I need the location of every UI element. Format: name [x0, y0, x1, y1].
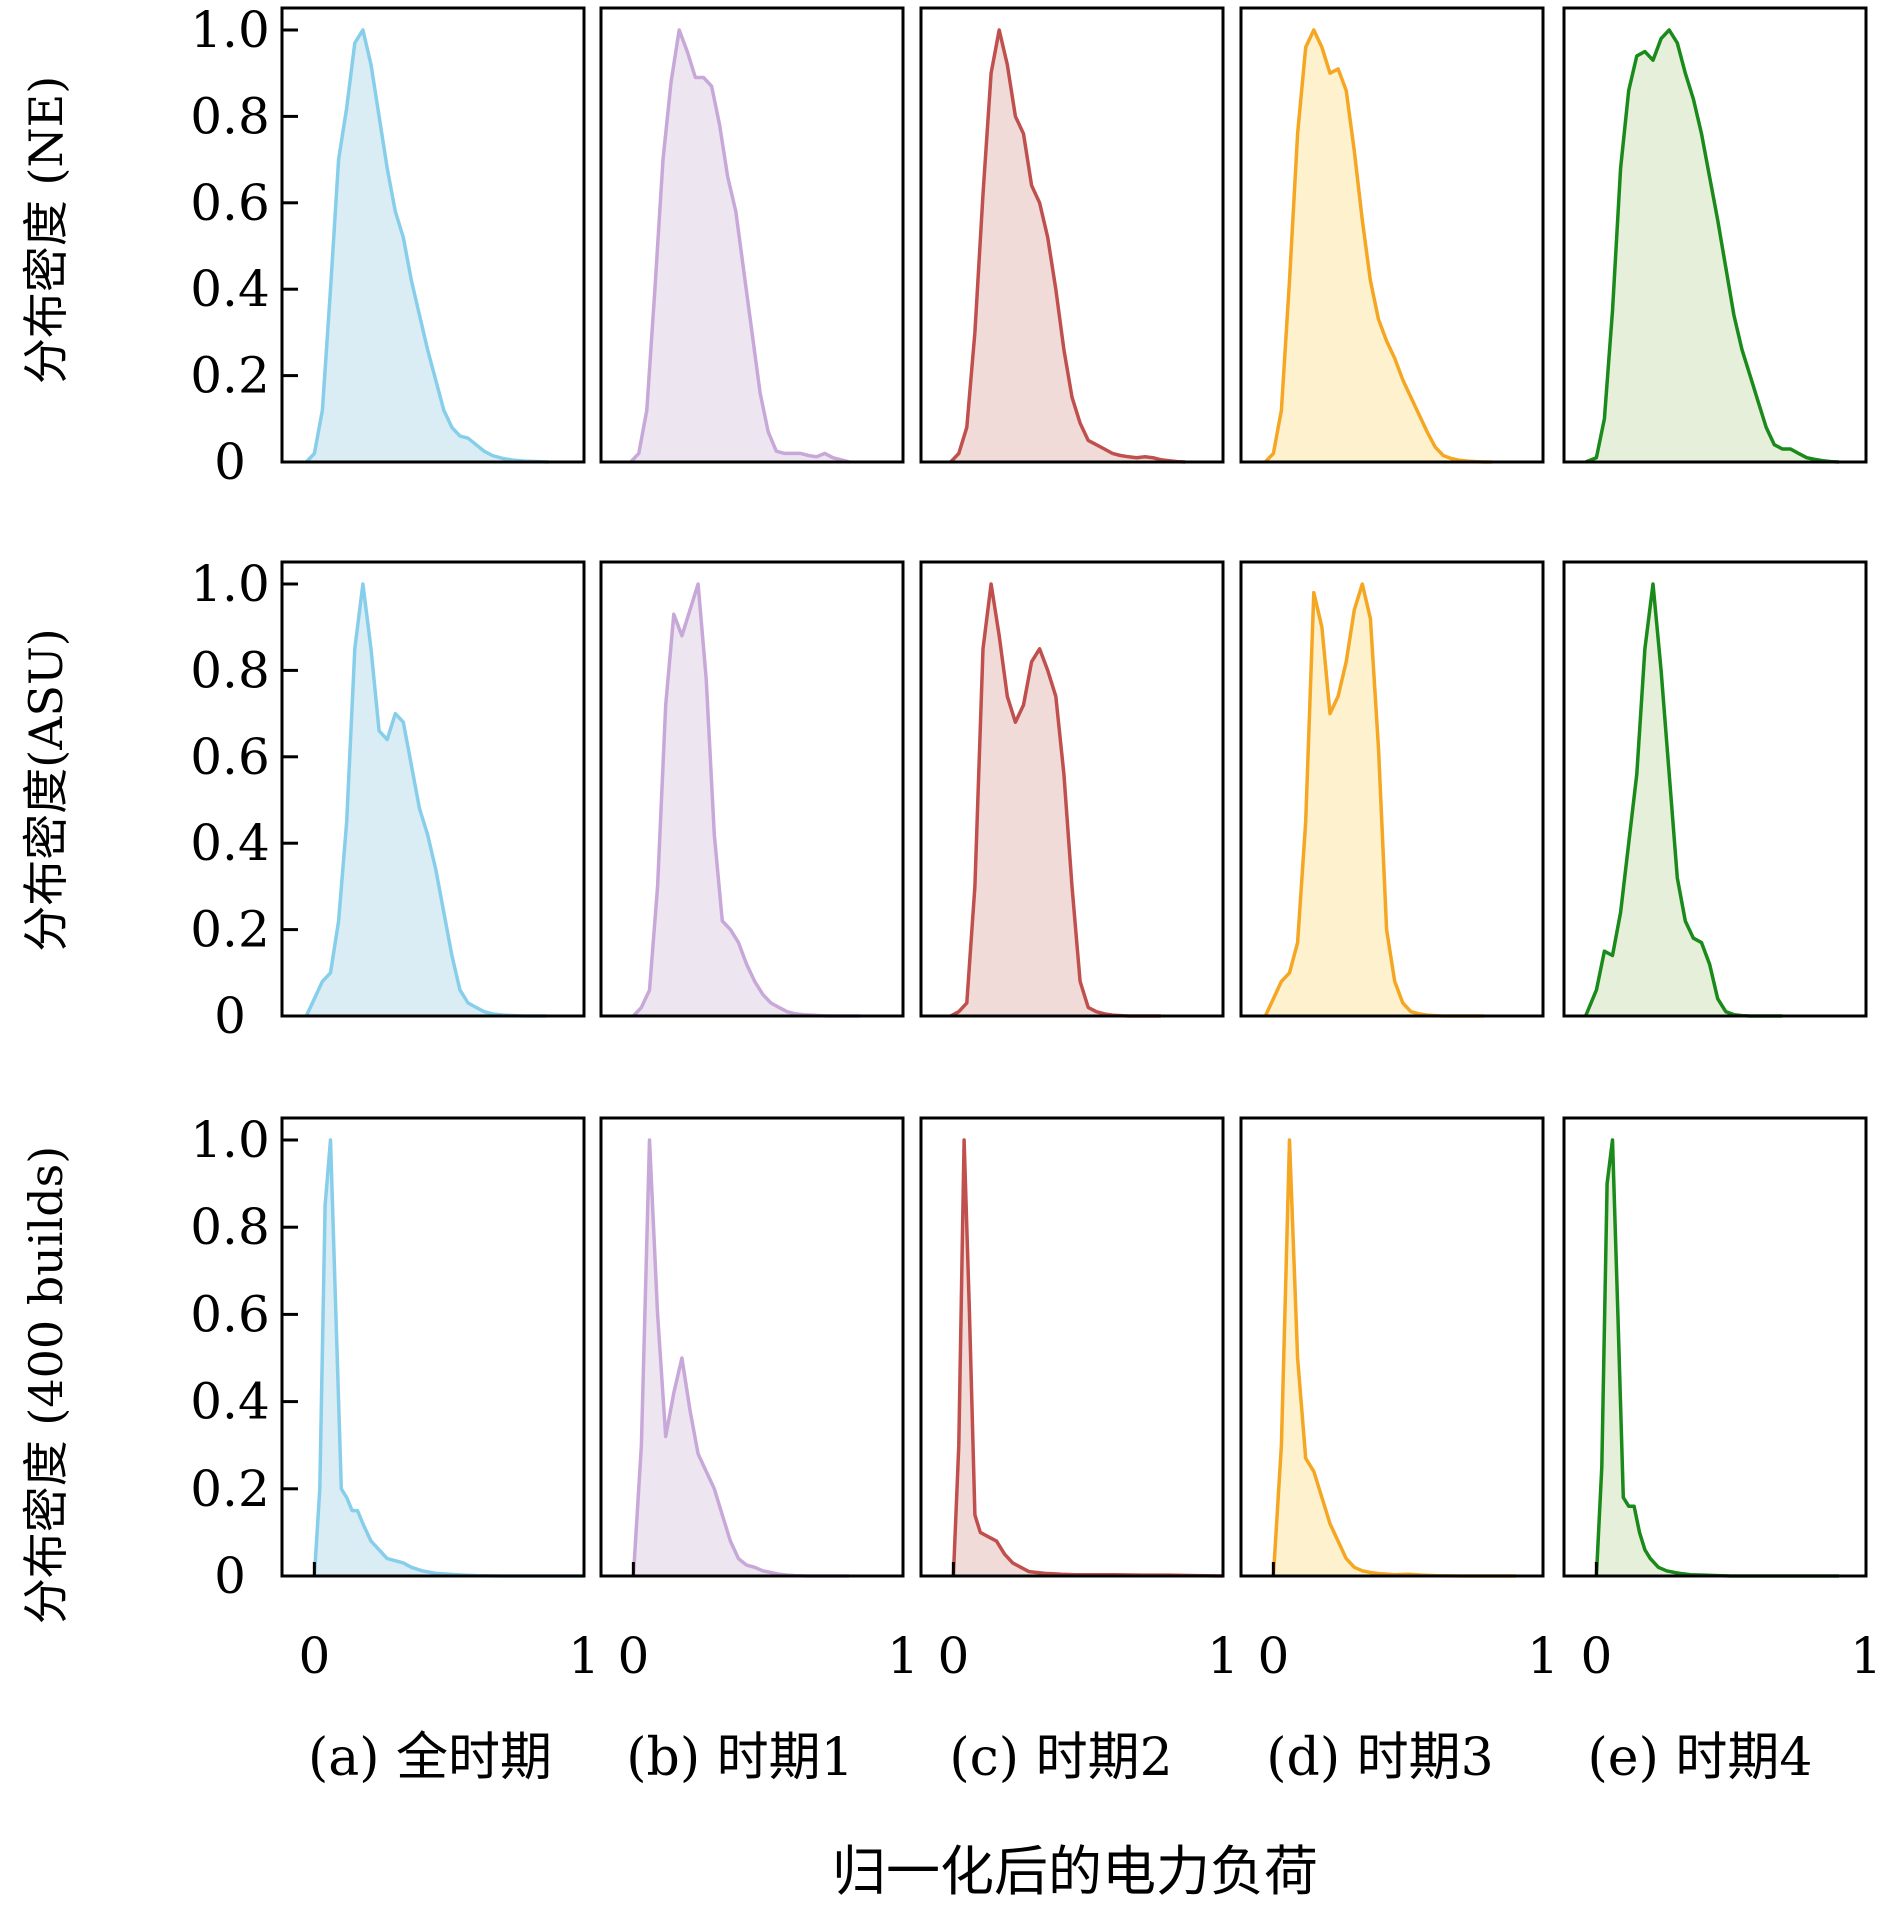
density-fill	[950, 30, 1186, 462]
density-fill	[1265, 30, 1492, 462]
density-fill	[306, 584, 547, 1016]
row-ylabel-asu: 分布密度(ASU)	[19, 628, 73, 951]
row-ylabels: 分布密度 (NE) 分布密度(ASU) 分布密度 (400 builds)	[19, 76, 73, 1624]
y-tick-label: 0.2	[190, 901, 270, 959]
kde-panel-r2-c5	[1562, 560, 1868, 1018]
x-axis-title: 归一化后的电力负荷	[832, 1840, 1318, 1903]
density-fill	[953, 1140, 1223, 1576]
density-line	[629, 28, 850, 464]
panel-frame	[599, 560, 905, 1018]
y-tick-label: 0	[214, 987, 246, 1045]
density-line	[1584, 28, 1840, 464]
density-fill	[633, 1140, 850, 1576]
x-tick-label: 0	[298, 1627, 330, 1685]
kde-panel-r2-c3	[919, 560, 1225, 1018]
x-tick-label: 0	[1257, 1627, 1289, 1685]
panel-frame	[1239, 6, 1545, 464]
panel-frame	[1562, 560, 1868, 1018]
panel-frame	[599, 1116, 905, 1578]
y-tick-label: 0.8	[190, 641, 270, 699]
density-fill	[314, 1140, 584, 1576]
panel-frame	[1562, 1116, 1868, 1578]
x-tick-label: 0	[617, 1627, 649, 1685]
x-tick-label: 1	[568, 1627, 600, 1685]
panel-frame	[919, 560, 1225, 1018]
density-line	[304, 582, 547, 1018]
y-tick-label: 0.4	[190, 814, 270, 872]
y-tick-label: 0.2	[190, 347, 270, 405]
kde-panel-r2-c4	[1239, 560, 1545, 1018]
kde-panel-r1-c3	[919, 6, 1225, 464]
density-fill	[1585, 584, 1783, 1016]
column-label-d: (d) 时期3	[1266, 1728, 1493, 1788]
density-line	[949, 28, 1186, 464]
density-fill	[1585, 30, 1839, 462]
density-fill	[1265, 584, 1484, 1016]
kde-panel-r1-c2	[599, 6, 905, 464]
density-fill	[1596, 1140, 1839, 1576]
density-line	[1264, 28, 1492, 464]
y-tick-label: 1.0	[190, 1, 270, 59]
column-label-c: (c) 时期2	[949, 1728, 1172, 1788]
panel-frame	[599, 6, 905, 464]
y-tick-label: 1.0	[190, 555, 270, 613]
y-tick-label: 0.6	[190, 174, 270, 232]
y-tick-label: 0.6	[190, 1285, 270, 1343]
x-tick-label: 1	[1850, 1627, 1882, 1685]
panel-frame	[280, 560, 586, 1018]
y-tick-label: 0.8	[190, 1198, 270, 1256]
row-ylabel-ne: 分布密度 (NE)	[19, 76, 73, 384]
column-label-b: (b) 时期1	[626, 1728, 853, 1788]
panel-frame	[919, 6, 1225, 464]
density-fill	[1273, 1140, 1516, 1576]
panel-frame	[919, 1116, 1225, 1578]
y-tick-label: 0	[214, 433, 246, 491]
density-line	[951, 1138, 1224, 1578]
column-label-e: (e) 时期4	[1588, 1728, 1813, 1788]
kde-panel-r1-c4	[1239, 6, 1545, 464]
row-ylabel-400-builds: 分布密度 (400 builds)	[19, 1146, 73, 1625]
panel-frame	[1239, 560, 1545, 1018]
panel-frame	[280, 1116, 586, 1578]
y-tick-label: 0.4	[190, 260, 270, 318]
panel-frame	[1239, 1116, 1545, 1578]
kde-panel-r2-c2	[599, 560, 905, 1018]
column-label-a: (a) 全时期	[308, 1728, 552, 1788]
y-tick-label: 0.6	[190, 728, 270, 786]
kde-panel-r2-c1: 0 0.2 0.4 0.6 0.8 1.0	[190, 555, 586, 1045]
density-fill	[950, 584, 1161, 1016]
panel-grid: 00.20.40.60.81.000.20.40.60.81.000.20.40…	[190, 1, 1882, 1685]
kde-panel-r3-c1: 0 0.2 0.4 0.6 0.8 1.0 0 1	[190, 1111, 600, 1685]
y-tick-label: 0.8	[190, 87, 270, 145]
column-labels: (a) 全时期 (b) 时期1 (c) 时期2 (d) 时期3 (e) 时期4	[308, 1728, 1813, 1788]
density-line	[305, 28, 549, 464]
x-tick-label: 1	[1207, 1627, 1239, 1685]
y-tick-label: 0	[214, 1547, 246, 1605]
y-tick-label: 0.4	[190, 1373, 270, 1431]
x-tick-label: 0	[1580, 1627, 1612, 1685]
panel-frame	[1562, 6, 1868, 464]
density-fill	[633, 584, 860, 1016]
panel-frame	[280, 6, 586, 464]
x-tick-label: 0	[937, 1627, 969, 1685]
x-tick-label: 1	[887, 1627, 919, 1685]
kde-panel-r1-c1: 0 0.2 0.4 0.6 0.8 1.0	[190, 1, 586, 491]
x-tick-label: 1	[1527, 1627, 1559, 1685]
y-tick-label: 1.0	[190, 1111, 270, 1169]
density-fill	[306, 30, 549, 462]
kde-panel-r1-c5	[1562, 6, 1868, 464]
density-line	[312, 1138, 584, 1578]
y-tick-label: 0.2	[190, 1460, 270, 1518]
